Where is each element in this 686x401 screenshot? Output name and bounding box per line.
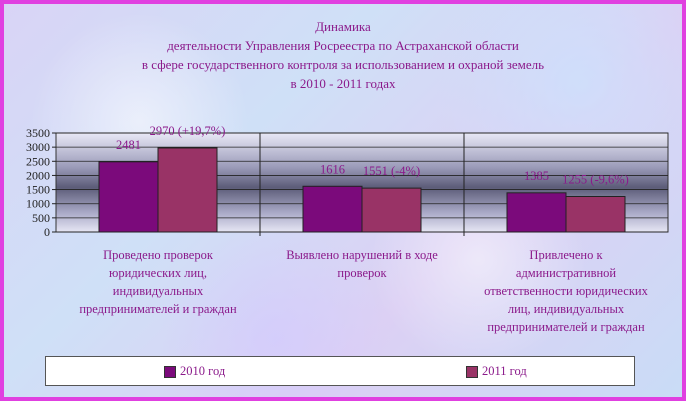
category-label-3-line-3: ответственности юридических bbox=[484, 284, 648, 298]
data-label: 1385 bbox=[524, 169, 549, 183]
category-label-3-line-1: Привлечено к bbox=[529, 248, 603, 262]
category-label-2-line-2: проверок bbox=[337, 266, 387, 280]
category-label-3-line-5: предпринимателей и граждан bbox=[487, 320, 645, 334]
category-label-1-line-2: юридических лиц, bbox=[109, 266, 207, 280]
legend-swatch-2010 bbox=[164, 365, 176, 378]
y-tick-label: 0 bbox=[44, 225, 50, 239]
category-label-1: Проведено проверок юридических лиц, инди… bbox=[58, 246, 258, 318]
chart-title: Динамика деятельности Управления Росреес… bbox=[0, 17, 686, 93]
legend-label-2010: 2010 год bbox=[180, 364, 226, 378]
bar-2011-cat-1 bbox=[157, 147, 218, 233]
category-label-2-line-1: Выявлено нарушений в ходе bbox=[286, 248, 438, 262]
data-label: 1551 (-4%) bbox=[363, 164, 420, 178]
legend: 2010 год 2011 год bbox=[45, 356, 635, 386]
title-line-4: в 2010 - 2011 годах bbox=[290, 76, 396, 91]
data-label: 2481 bbox=[116, 138, 141, 152]
category-label-1-line-4: предпринимателей и граждан bbox=[79, 302, 237, 316]
y-tick-label: 1500 bbox=[26, 183, 50, 197]
data-label: 1255 (-9,6%) bbox=[562, 173, 629, 187]
legend-label-2011: 2011 год bbox=[482, 364, 527, 378]
bar-2010-cat-3 bbox=[506, 192, 567, 233]
data-label: 1616 bbox=[320, 162, 345, 176]
y-tick-label: 1000 bbox=[26, 197, 50, 211]
title-line-2: деятельности Управления Росреестра по Ас… bbox=[167, 38, 519, 53]
legend-item-2010: 2010 год bbox=[164, 364, 225, 379]
y-tick-label: 3000 bbox=[26, 140, 50, 154]
data-label: 2970 (+19,7%) bbox=[150, 124, 226, 138]
title-line-1: Динамика bbox=[315, 19, 371, 34]
category-label-3-line-4: лиц, индивидуальных bbox=[507, 302, 625, 316]
bar-2011-cat-3 bbox=[565, 196, 626, 233]
category-label-3: Привлечено к административной ответствен… bbox=[466, 246, 666, 336]
y-tick-label: 500 bbox=[32, 211, 50, 225]
category-label-3-line-2: административной bbox=[515, 266, 617, 280]
category-label-1-line-3: индивидуальных bbox=[112, 284, 204, 298]
y-tick-label: 2500 bbox=[26, 154, 50, 168]
bar-2010-cat-2 bbox=[302, 185, 363, 233]
title-line-3: в сфере государственного контроля за исп… bbox=[141, 57, 545, 72]
bar-2011-cat-2 bbox=[361, 187, 422, 233]
legend-item-2011: 2011 год bbox=[466, 364, 527, 379]
legend-swatch-2011 bbox=[466, 365, 478, 378]
y-tick-label: 2000 bbox=[26, 168, 50, 182]
category-label-2: Выявлено нарушений в ходе проверок bbox=[262, 246, 462, 282]
bar-2010-cat-1 bbox=[98, 161, 159, 233]
category-label-1-line-1: Проведено проверок bbox=[103, 248, 213, 262]
y-tick-label: 3500 bbox=[26, 126, 50, 140]
